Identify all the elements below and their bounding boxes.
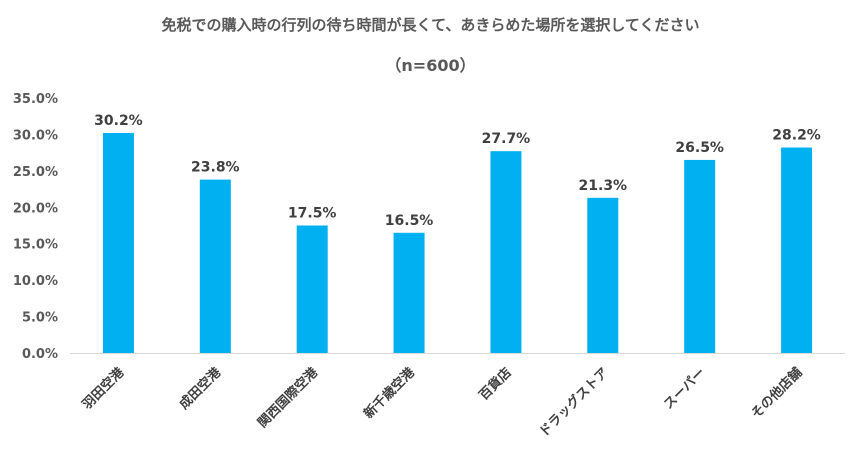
x-tick-label: 成田空港 — [176, 364, 225, 413]
x-tick-label: 百貨店 — [476, 365, 515, 404]
x-tick-label: 羽田空港 — [79, 364, 128, 413]
y-tick-label: 35.0% — [13, 92, 58, 107]
data-label: 27.7% — [482, 131, 531, 147]
bar — [296, 225, 328, 353]
y-tick-label: 25.0% — [13, 165, 58, 180]
bar — [684, 159, 716, 353]
x-tick-label: ドラッグストア — [536, 365, 612, 441]
bar — [490, 151, 522, 353]
x-tick-label: 関西国際空港 — [255, 364, 322, 431]
data-label: 17.5% — [288, 206, 337, 222]
y-tick-label: 10.0% — [13, 274, 58, 289]
y-tick-label: 15.0% — [13, 238, 58, 253]
x-tick-label: スーパー — [661, 365, 708, 412]
y-tick-label: 20.0% — [13, 201, 58, 216]
y-tick-label: 0.0% — [22, 347, 58, 362]
bar — [102, 132, 134, 353]
data-label: 16.5% — [385, 213, 434, 229]
y-tick-label: 5.0% — [22, 311, 58, 326]
bar — [587, 197, 619, 353]
data-label: 23.8% — [191, 160, 240, 176]
chart-subtitle: （n=600） — [385, 56, 476, 75]
data-label: 30.2% — [94, 113, 143, 129]
bar — [393, 232, 425, 353]
x-tick-label: その他店舗 — [748, 365, 805, 422]
bar — [199, 179, 231, 353]
x-tick-label: 新千歳空港 — [361, 364, 419, 422]
data-label: 21.3% — [579, 178, 628, 194]
bar — [781, 147, 813, 353]
y-tick-label: 30.0% — [13, 128, 58, 143]
chart-title: 免税での購入時の行列の待ち時間が長くて、あきらめた場所を選択してください — [161, 16, 700, 34]
data-label: 26.5% — [675, 140, 724, 156]
data-label: 28.2% — [772, 128, 821, 144]
